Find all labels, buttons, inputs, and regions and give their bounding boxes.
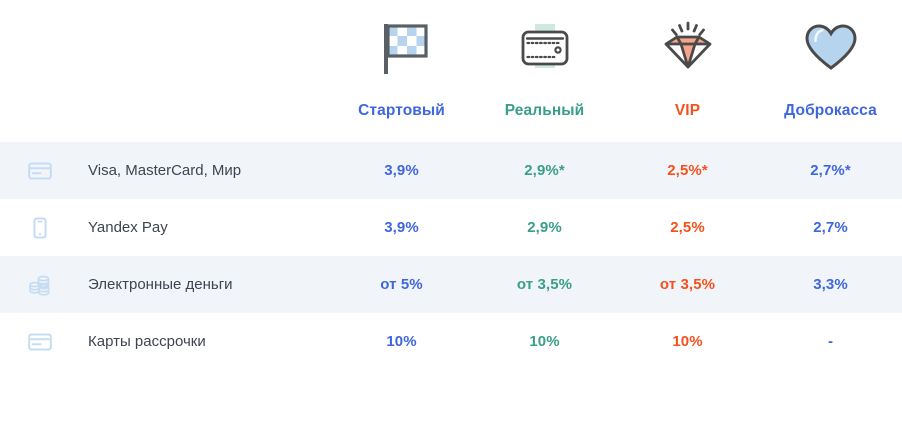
wallet-icon [514, 8, 576, 86]
header-empty-corner [0, 0, 330, 142]
cell-real: 2,9% [527, 219, 562, 236]
cell-vip: 2,5% [670, 219, 705, 236]
row-label-cell: Yandex Pay [0, 215, 330, 241]
column-header-start[interactable]: Стартовый [330, 0, 473, 142]
table-header-row: Стартовый Реальный [0, 0, 902, 142]
table-body: Visa, MasterCard, Мир 3,9% 2,9%* 2,5%* 2… [0, 142, 902, 370]
cell-real: 10% [529, 333, 560, 350]
heart-icon [800, 8, 862, 86]
coins-icon [27, 272, 61, 298]
checkered-flag-icon [371, 8, 433, 86]
cell-dobro: 2,7% [813, 219, 848, 236]
row-label: Visa, MasterCard, Мир [88, 162, 242, 179]
row-label: Yandex Pay [88, 219, 168, 236]
cell-vip: 2,5%* [667, 162, 708, 179]
cell-vip: 10% [672, 333, 703, 350]
cell-start: 3,9% [384, 162, 419, 179]
column-header-vip-label: VIP [674, 102, 701, 119]
cell-dobro: 3,3% [813, 276, 848, 293]
cell-vip: от 3,5% [659, 276, 716, 293]
cell-start: 3,9% [384, 219, 419, 236]
row-label: Карты рассрочки [88, 333, 206, 350]
cell-dobro: 2,7%* [810, 162, 851, 179]
column-header-dobro-label: Доброкасса [784, 102, 877, 119]
cell-real: 2,9%* [524, 162, 565, 179]
row-label-cell: Visa, MasterCard, Мир [0, 158, 330, 184]
diamond-icon [657, 8, 719, 86]
row-label-cell: Карты рассрочки [0, 329, 330, 355]
table-row: Yandex Pay 3,9% 2,9% 2,5% 2,7% [0, 199, 902, 256]
column-header-vip[interactable]: VIP [616, 0, 759, 142]
phone-icon [27, 215, 61, 241]
column-header-real[interactable]: Реальный [473, 0, 616, 142]
column-header-dobro[interactable]: Доброкасса [759, 0, 902, 142]
credit-card-icon [27, 158, 61, 184]
installment-card-icon [27, 329, 61, 355]
cell-start: 10% [386, 333, 417, 350]
table-row: Электронные деньги от 5% от 3,5% от 3,5%… [0, 256, 902, 313]
column-header-start-label: Стартовый [358, 102, 445, 119]
column-header-real-label: Реальный [504, 102, 585, 119]
cell-real: от 3,5% [516, 276, 573, 293]
row-label-cell: Электронные деньги [0, 272, 330, 298]
cell-dobro: - [827, 333, 834, 350]
row-label: Электронные деньги [88, 276, 233, 293]
table-row: Visa, MasterCard, Мир 3,9% 2,9%* 2,5%* 2… [0, 142, 902, 199]
cell-start: от 5% [380, 276, 423, 293]
table-row: Карты рассрочки 10% 10% 10% - [0, 313, 902, 370]
